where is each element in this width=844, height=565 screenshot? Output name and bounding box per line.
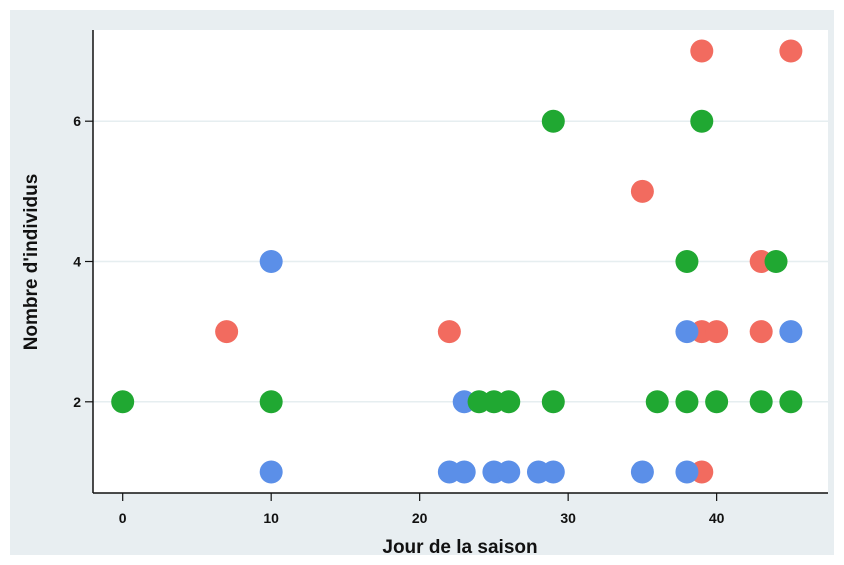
x-tick-label: 30 bbox=[560, 510, 576, 526]
data-point bbox=[749, 320, 773, 344]
y-axis-title: Nombre d'individus bbox=[21, 174, 42, 351]
data-point bbox=[259, 460, 283, 484]
data-point bbox=[779, 390, 803, 414]
data-point bbox=[630, 460, 654, 484]
y-tick-label: 2 bbox=[73, 394, 81, 410]
y-tick-label: 6 bbox=[73, 113, 81, 129]
x-tick-label: 10 bbox=[263, 510, 279, 526]
data-point bbox=[259, 390, 283, 414]
data-point bbox=[497, 390, 521, 414]
y-tick-label: 4 bbox=[73, 254, 81, 270]
data-point bbox=[690, 109, 714, 133]
data-point bbox=[749, 390, 773, 414]
data-point bbox=[259, 250, 283, 273]
data-point bbox=[452, 460, 476, 484]
data-point bbox=[705, 320, 729, 344]
data-point bbox=[541, 460, 565, 484]
data-point bbox=[645, 390, 669, 414]
x-tick-label: 0 bbox=[119, 510, 127, 526]
data-points bbox=[111, 39, 803, 484]
data-point bbox=[690, 39, 714, 63]
data-point bbox=[705, 390, 729, 414]
data-point bbox=[675, 250, 699, 273]
data-point bbox=[541, 390, 565, 414]
data-point bbox=[215, 320, 239, 344]
data-point bbox=[675, 460, 699, 484]
x-tick-label: 20 bbox=[412, 510, 428, 526]
data-point bbox=[111, 390, 135, 414]
data-point bbox=[779, 320, 803, 344]
data-point bbox=[675, 320, 699, 344]
data-point bbox=[630, 179, 654, 203]
x-tick-label: 40 bbox=[709, 510, 725, 526]
data-point bbox=[764, 250, 788, 273]
data-point bbox=[497, 460, 521, 484]
tick-labels: 2 4 6 0 10 20 30 40 bbox=[73, 113, 724, 526]
data-point bbox=[437, 320, 461, 344]
x-axis-title: Jour de la saison bbox=[382, 537, 537, 558]
data-point bbox=[675, 390, 699, 414]
data-point bbox=[779, 39, 803, 63]
axes bbox=[85, 30, 828, 501]
data-point bbox=[541, 109, 565, 133]
